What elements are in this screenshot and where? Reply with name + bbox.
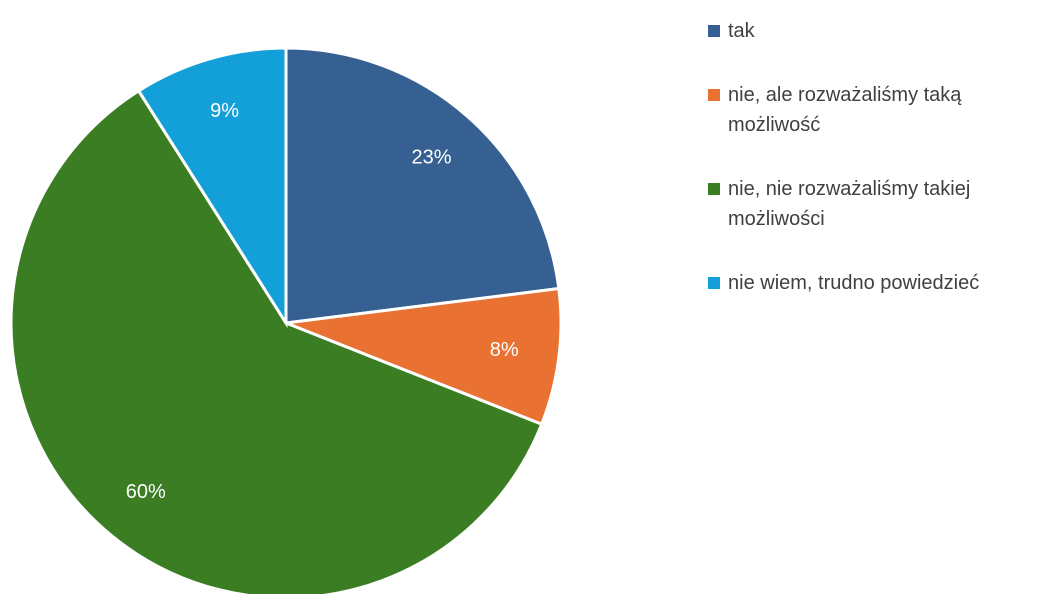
legend-entry: tak	[706, 16, 1056, 46]
data-label: 23%	[411, 146, 451, 168]
legend-swatch	[708, 89, 720, 101]
pie-slice	[285, 286, 563, 427]
data-label: 9%	[210, 100, 239, 122]
data-label: 60%	[126, 481, 166, 503]
legend-label: nie wiem, trudno powiedzieć	[728, 272, 980, 294]
legend-label: nie, ale rozważaliśmy taką możliwość	[728, 84, 962, 136]
pie-slice	[136, 46, 288, 329]
legend-entry: nie wiem, trudno powiedzieć	[706, 268, 1056, 298]
data-label: 8%	[490, 339, 519, 361]
legend-label: nie, nie rozważaliśmy takiej możliwości	[728, 178, 971, 230]
legend-entry: nie, ale rozważaliśmy taką możliwość	[706, 80, 1056, 140]
legend-label: tak	[728, 20, 755, 42]
pie-slice	[284, 46, 561, 325]
legend-swatch	[708, 25, 720, 37]
legend: tak nie, ale rozważaliśmy taką możliwość n…	[706, 16, 1056, 332]
pie-chart: 23% 8% 60% 9%	[9, 46, 563, 594]
legend-swatch	[708, 183, 720, 195]
legend-swatch	[708, 277, 720, 289]
pie-slice	[9, 88, 544, 594]
legend-entry: nie, nie rozważaliśmy takiej możliwości	[706, 174, 1056, 234]
